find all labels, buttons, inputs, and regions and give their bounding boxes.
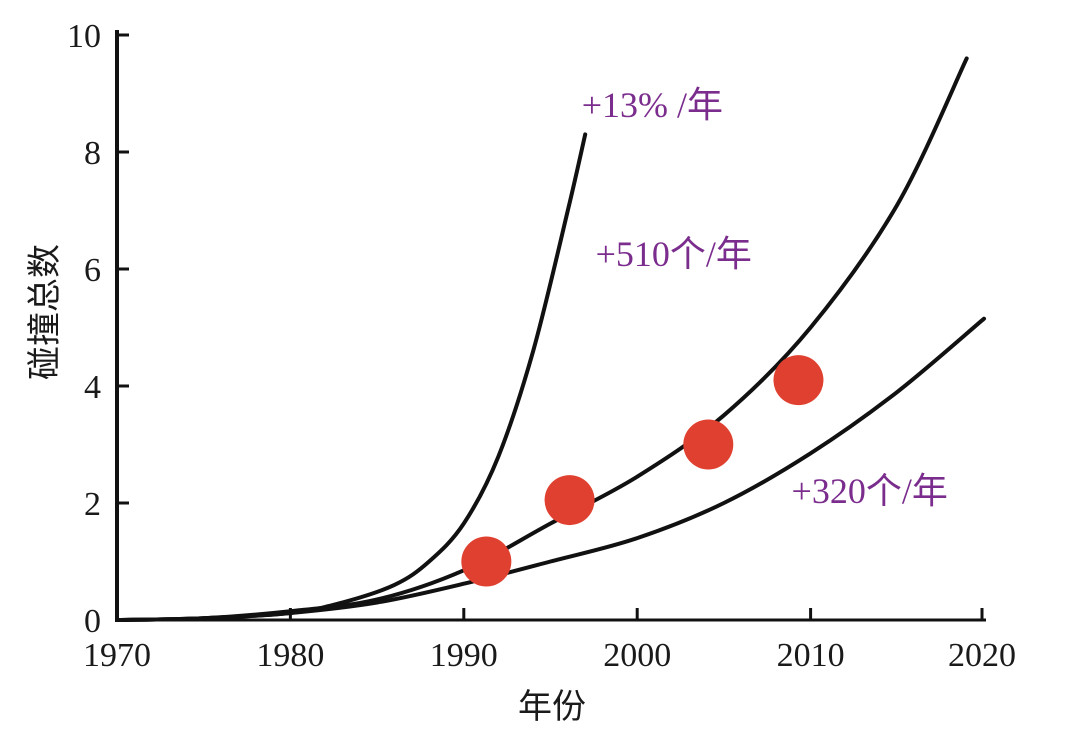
x-axis-title: 年份 xyxy=(518,687,586,727)
x-tick-label: 2020 xyxy=(948,637,1016,674)
data-point xyxy=(544,475,595,526)
x-ticks: 1970 1980 1990 2000 2010 2020 xyxy=(83,608,1016,674)
y-tick-label: 8 xyxy=(84,135,101,172)
data-point xyxy=(773,355,824,406)
x-tick-label: 1980 xyxy=(256,637,324,674)
series-line xyxy=(115,56,969,622)
y-tick-label: 10 xyxy=(67,18,101,55)
series-line xyxy=(115,316,986,622)
axes xyxy=(115,30,986,622)
curve-label: +13% /年 xyxy=(582,85,723,125)
data-points xyxy=(461,355,824,587)
y-ticks: 0 2 4 6 8 10 xyxy=(67,18,129,640)
y-tick-label: 6 xyxy=(84,252,101,289)
curve-label: +320个/年 xyxy=(792,471,948,511)
curve-label: +510个/年 xyxy=(596,234,752,274)
data-point xyxy=(461,536,512,587)
curve-annotations: +13% /年 +510个/年 +320个/年 xyxy=(582,85,948,511)
x-tick-label: 2000 xyxy=(603,637,671,674)
x-tick-label: 1970 xyxy=(83,637,151,674)
y-axis-title: 碰撞总数 xyxy=(25,244,65,380)
series-line xyxy=(115,132,588,622)
curves xyxy=(115,56,986,622)
y-tick-label: 4 xyxy=(84,369,101,406)
y-tick-label: 2 xyxy=(84,486,101,523)
y-tick-label: 0 xyxy=(84,603,101,640)
x-tick-label: 2010 xyxy=(777,637,845,674)
data-point xyxy=(683,419,734,470)
x-tick-label: 1990 xyxy=(430,637,498,674)
